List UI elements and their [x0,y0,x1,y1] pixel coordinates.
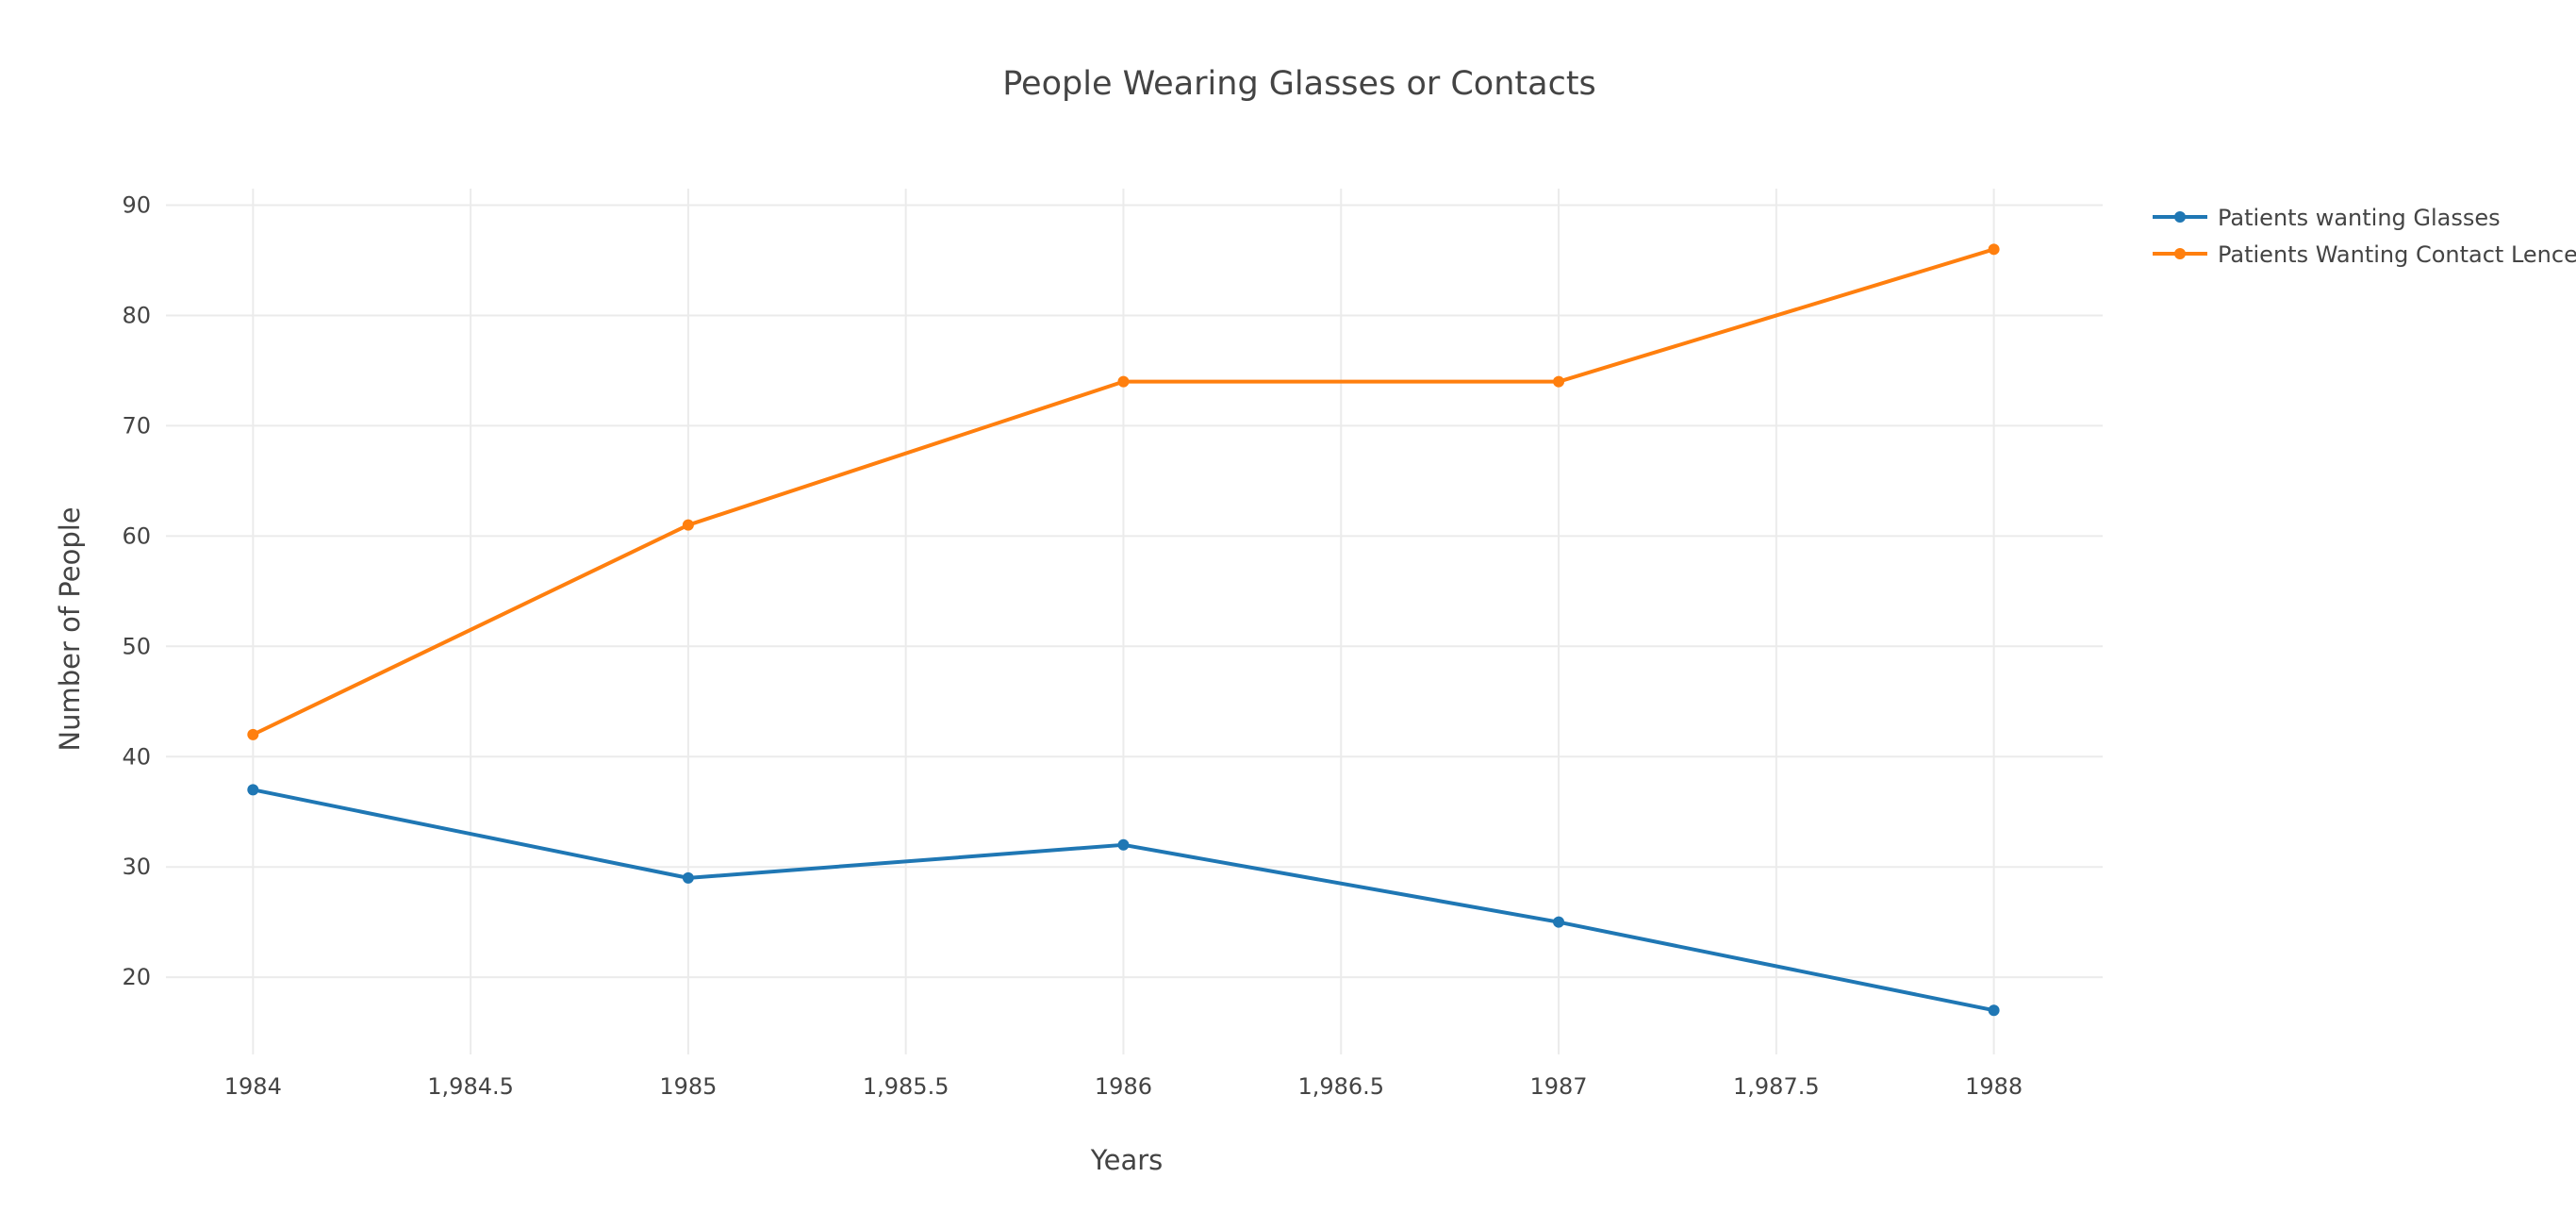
x-tick-label: 1985 [659,1073,717,1100]
x-tick-label: 1,985.5 [863,1073,949,1100]
x-tick-label: 1987 [1529,1073,1587,1100]
legend-label: Patients wanting Glasses [2218,205,2501,231]
y-axis-title: Number of People [54,506,86,751]
data-point [682,871,694,884]
series-layer [247,243,2000,1017]
x-tick-label: 1988 [1965,1073,2023,1100]
data-point [247,728,259,740]
y-tick-label: 80 [122,302,151,328]
data-point [1117,838,1130,851]
x-gridlines [252,189,1995,1054]
data-point [1988,1004,2000,1017]
series-1 [247,784,2000,1017]
x-tick-label: 1,987.5 [1733,1073,1820,1100]
y-tick-label: 70 [122,412,151,439]
y-gridlines [166,204,2103,979]
legend: Patients wanting Glasses Patients Wanting… [2153,205,2576,268]
legend-item[interactable]: Patients wanting Glasses [2153,205,2501,231]
series-2 [247,243,2000,740]
legend-marker [2174,248,2186,259]
data-point [1988,243,2000,256]
legend-item[interactable]: Patients Wanting Contact Lences [2153,241,2576,268]
x-axis-title: Years [1090,1144,1164,1176]
x-tick-label: 1,984.5 [427,1073,514,1100]
y-tick-label: 30 [122,854,151,880]
y-tick-label: 20 [122,964,151,990]
legend-label: Patients Wanting Contact Lences [2218,241,2576,268]
data-point [1117,375,1130,388]
data-point [1553,375,1565,388]
data-point [1553,916,1565,928]
x-axis-ticks: 1984 1,984.5 1985 1,985.5 1986 1,986.5 1987 1,9… [224,1073,2023,1100]
y-tick-label: 60 [122,523,151,549]
x-tick-label: 1986 [1095,1073,1152,1100]
x-tick-label: 1984 [224,1073,282,1100]
legend-marker [2174,211,2186,223]
data-point [247,784,259,796]
data-point [682,519,694,531]
y-tick-label: 90 [122,192,151,219]
y-tick-label: 40 [122,743,151,770]
y-tick-label: 50 [122,633,151,659]
x-tick-label: 1,986.5 [1297,1073,1384,1100]
chart-title: People Wearing Glasses or Contacts [1002,65,1596,103]
y-axis-ticks: 20 30 40 50 60 70 80 90 [122,192,151,991]
